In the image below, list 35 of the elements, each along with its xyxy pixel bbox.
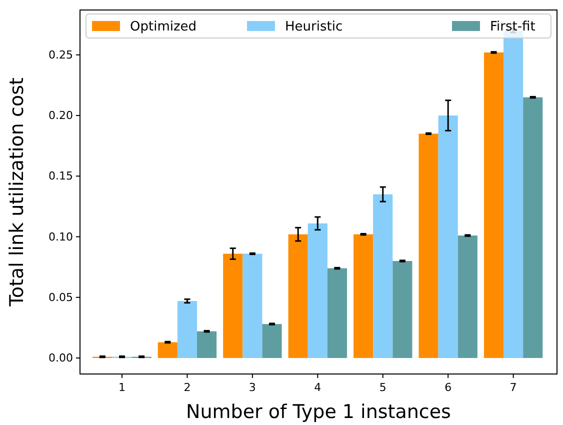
x-tick-label: 4: [314, 381, 322, 394]
y-tick-label: 0.00: [48, 352, 73, 365]
bar: [308, 223, 328, 358]
x-axis-title: Number of Type 1 instances: [186, 401, 451, 423]
bar: [288, 234, 308, 358]
x-tick-label: 7: [510, 381, 517, 394]
bar: [177, 301, 197, 358]
bar: [262, 324, 282, 358]
x-tick-label: 3: [248, 381, 256, 394]
bar: [418, 134, 438, 358]
bar: [158, 342, 178, 358]
y-tick-label: 0.05: [48, 290, 73, 304]
y-axis-title: Total link utilization cost: [6, 78, 28, 308]
y-tick-label: 0.25: [48, 48, 73, 62]
bar: [354, 234, 374, 358]
bar: [223, 254, 243, 358]
bar: [392, 260, 412, 358]
bar: [373, 194, 393, 358]
bar: [197, 331, 217, 358]
y-tick-label: 0.15: [48, 170, 73, 183]
bar: [438, 115, 458, 358]
y-tick-label: 0.20: [48, 109, 73, 122]
y-tick-label: 0.10: [48, 230, 73, 244]
legend-label: First-fit: [490, 20, 536, 35]
legend-label: Optimized: [130, 20, 197, 35]
x-tick-label: 6: [444, 381, 452, 394]
bar: [327, 268, 347, 358]
x-tick-label: 5: [379, 381, 386, 394]
x-tick-label: 1: [118, 381, 126, 394]
bar: [484, 52, 504, 358]
x-tick-label: 2: [184, 381, 191, 394]
bar: [242, 254, 262, 358]
bar: [523, 97, 543, 358]
legend-label: Heuristic: [285, 20, 343, 35]
bar: [458, 236, 478, 358]
